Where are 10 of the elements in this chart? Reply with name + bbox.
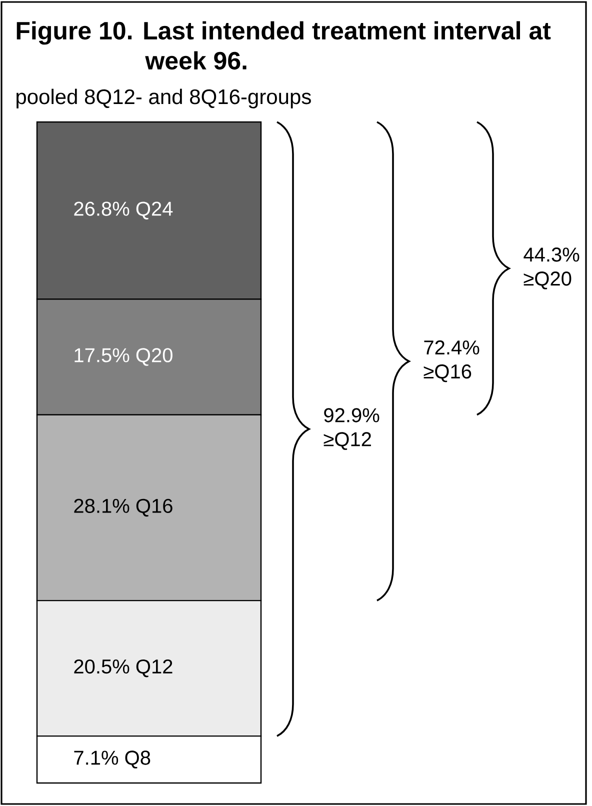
data-label: 20.5% Q12 [74, 659, 172, 678]
data-label: 28.1% Q16 [74, 498, 172, 517]
chart-subtitle: pooled 8Q12- and 8Q16-groups [16, 88, 311, 108]
text: 72.4% ≥Q16 [424, 340, 480, 382]
data-label: 7.1% Q8 [74, 750, 150, 768]
chart-title: Figure 10. Last intended treatment interval at week 96. [16, 21, 551, 70]
text: 44.3% ≥Q20 [524, 248, 580, 290]
text: 92.9% ≥Q12 [324, 408, 380, 450]
data-label: 17.5% Q20 [74, 348, 172, 366]
data-label: 26.8% Q24 [74, 202, 173, 220]
